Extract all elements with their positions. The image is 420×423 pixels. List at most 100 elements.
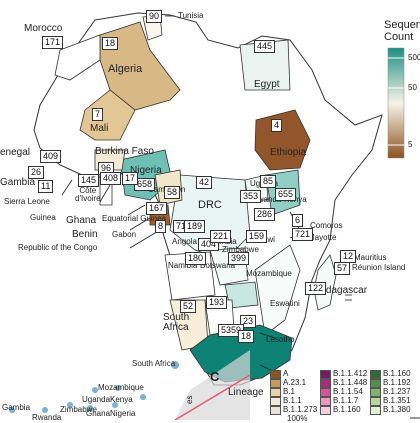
count-cote-divoire: 145 bbox=[78, 174, 100, 187]
lineage-label: B.1.1.448 bbox=[333, 378, 368, 387]
label-morocco: Morocco bbox=[24, 23, 63, 34]
count-comoros: 6 bbox=[292, 214, 304, 227]
count-mauritius: 12 bbox=[340, 250, 357, 263]
lineage-swatch bbox=[320, 379, 331, 388]
trend-line bbox=[174, 374, 251, 420]
count-ghana: 408 bbox=[100, 172, 122, 185]
region-ethiopia bbox=[254, 109, 311, 171]
label-angola: Angola bbox=[172, 237, 197, 246]
count-cameroon: 58 bbox=[164, 186, 181, 199]
scatter-label-kenya: Kenya bbox=[110, 395, 133, 404]
count-south-africa: 5359 bbox=[218, 324, 245, 337]
scatter-label-nigeria: Nigeria bbox=[110, 409, 136, 418]
lineage-swatch bbox=[370, 388, 381, 397]
label-senegal: enegal bbox=[0, 147, 31, 158]
lineage-label: B.1.351 bbox=[383, 396, 411, 405]
panel-c-axis-label: 100% bbox=[287, 414, 308, 423]
label-nigeria: Nigeria bbox=[130, 165, 162, 176]
label-zimbabwe: Zimbabwe bbox=[222, 245, 259, 254]
count-namibia: 52 bbox=[180, 300, 197, 313]
lineage-label: A bbox=[283, 369, 289, 378]
count-zimbabwe: 399 bbox=[228, 252, 250, 265]
lineage-swatch bbox=[370, 406, 381, 415]
label-drc: DRC bbox=[198, 199, 222, 211]
lineage-label: B.1.192 bbox=[383, 378, 411, 387]
scatter-axis-fragment: es bbox=[185, 395, 194, 404]
scatter-label-rwanda: Rwanda bbox=[32, 413, 62, 422]
count-gambia: 26 bbox=[28, 166, 45, 179]
label-cote-divoire: Côte d'Ivoire bbox=[75, 186, 101, 203]
label-benin: Benin bbox=[72, 229, 98, 240]
count-ethiopia: 4 bbox=[271, 119, 283, 132]
label-mali: Mali bbox=[90, 123, 109, 134]
scatter-label-mozambique: Mozambique bbox=[98, 383, 144, 392]
label-mozambique: Mozambique bbox=[246, 269, 292, 278]
region-algeria bbox=[99, 21, 181, 111]
scatter-label-gambia: Gambia bbox=[2, 403, 31, 412]
scatter-label-south-africa: South Africa bbox=[132, 359, 176, 368]
lineage-label: B.1.160 bbox=[333, 405, 361, 414]
lineage-label: B.1 bbox=[283, 387, 296, 396]
legend-gradient bbox=[387, 47, 405, 159]
lineage-label: A.23.1 bbox=[283, 378, 307, 387]
lineage-swatch bbox=[270, 370, 281, 379]
label-reunion-island: Réunion Island bbox=[352, 263, 406, 272]
scatter-label-ghana: Ghana bbox=[86, 409, 111, 418]
legend-tick-500: 500 bbox=[408, 53, 420, 62]
label-eswatini: Eswatini bbox=[270, 299, 300, 308]
label-mauritius: Mauritius bbox=[354, 253, 387, 262]
legend-title-line1: Sequen bbox=[384, 19, 420, 31]
count-central-african: 167 bbox=[146, 202, 168, 215]
lineage-label: B.1.1.54 bbox=[333, 387, 363, 396]
label-namibia: Namibia bbox=[168, 261, 198, 270]
label-burkina-faso: Burkina Faso bbox=[95, 146, 154, 157]
lineage-swatch bbox=[270, 388, 281, 397]
label-mayotte: Mayotte bbox=[308, 233, 337, 242]
label-guinea: Guinea bbox=[30, 213, 56, 222]
label-gambia: Gambia bbox=[0, 177, 36, 188]
count-morocco: 171 bbox=[42, 36, 64, 49]
count-tunisia: 90 bbox=[146, 10, 163, 23]
lineage-label: B.1.1.273 bbox=[283, 405, 318, 414]
label-republic-of-the-congo: Republic of the Congo bbox=[18, 243, 98, 252]
count-chad: 42 bbox=[196, 176, 213, 189]
panel-c-letter: C bbox=[210, 369, 220, 384]
count-gabon: 8 bbox=[155, 220, 167, 233]
lineage-swatch bbox=[320, 406, 331, 415]
count-sierra-leone: 11 bbox=[38, 180, 54, 193]
count-botswana: 193 bbox=[206, 296, 228, 309]
label-algeria: Algeria bbox=[108, 63, 143, 75]
count-mayotte: 721 bbox=[292, 228, 314, 241]
count-kenya: 655 bbox=[275, 188, 297, 201]
lineage-swatch bbox=[270, 397, 281, 406]
count-uganda: 353 bbox=[240, 190, 262, 203]
label-madagascar: Madagascar bbox=[312, 285, 368, 296]
scatter-label-zimbabwe: Zimbabwe bbox=[60, 405, 97, 414]
lineage-label: B.1.1 bbox=[283, 396, 302, 405]
label-gabon: Gabon bbox=[112, 230, 137, 239]
count-south-sudan: 85 bbox=[260, 175, 277, 188]
count-rwanda: 286 bbox=[254, 208, 276, 221]
count-benin: 17 bbox=[122, 172, 139, 185]
label-tunisia: Tunisia bbox=[178, 11, 204, 20]
confidence-band bbox=[175, 350, 250, 420]
count-algeria: 18 bbox=[102, 37, 119, 50]
label-sierra-leone: Sierra Leone bbox=[4, 197, 50, 206]
lineage-swatch bbox=[370, 397, 381, 406]
count-lesotho: 18 bbox=[238, 330, 255, 343]
lineage-swatch bbox=[270, 406, 281, 415]
count-senegal: 409 bbox=[40, 150, 62, 163]
lineage-label: B.1.1.7 bbox=[333, 396, 359, 405]
region-mali bbox=[79, 89, 136, 141]
region-morocco bbox=[54, 34, 101, 81]
scatter-points bbox=[9, 361, 179, 413]
label-lesotho: Lesotho bbox=[266, 335, 295, 344]
legend-tick-50: 50 bbox=[408, 83, 417, 92]
label-comoros: Comoros bbox=[310, 221, 343, 230]
panel-c-lineage-title: Lineage bbox=[228, 387, 264, 398]
lineage-swatch bbox=[320, 397, 331, 406]
lineage-swatch bbox=[270, 379, 281, 388]
label-ghana: Ghana bbox=[66, 215, 97, 226]
lineage-label: B.1.380 bbox=[383, 405, 411, 414]
count-congo-2: 189 bbox=[184, 220, 206, 233]
